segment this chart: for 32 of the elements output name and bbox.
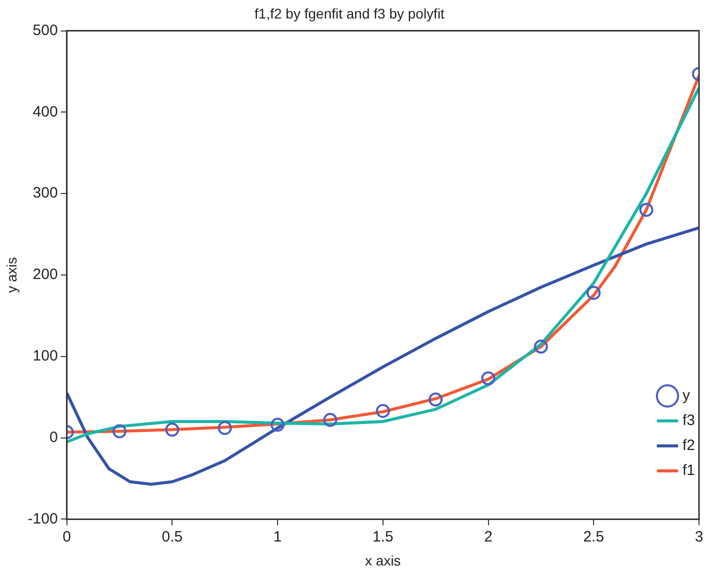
y-axis-title: y axis [3, 257, 20, 293]
point [218, 421, 232, 436]
point [112, 424, 127, 438]
x-tick-label: 2 [484, 528, 492, 546]
point [376, 404, 390, 418]
point [323, 412, 338, 427]
point [639, 202, 654, 217]
y-tick-label: 0 [49, 428, 58, 446]
x-tick-label: 3 [694, 528, 704, 546]
point [534, 340, 548, 354]
x-tick-label: 0.5 [162, 528, 183, 546]
legend-label: y [682, 387, 690, 404]
chart-title: f1,f2 by fgenfit and f3 by polyfit [254, 5, 445, 22]
x-axis-title: x axis [365, 552, 401, 568]
legend-label: f1 [682, 462, 696, 480]
point [481, 371, 496, 386]
point [165, 422, 180, 437]
point [428, 392, 443, 407]
point [586, 286, 601, 300]
y-tick-label: 100 [32, 348, 58, 365]
y-tick-label: 300 [32, 184, 58, 202]
y-tick-label: 400 [32, 103, 58, 120]
x-tick-label: 2.5 [583, 528, 604, 546]
x-tick-label: 1.5 [372, 528, 394, 546]
x-tick-label: 0 [62, 528, 71, 546]
point [270, 418, 285, 432]
y-tick-label: 200 [32, 266, 58, 284]
legend-label: f2 [682, 437, 696, 454]
y-tick-label: 500 [32, 22, 58, 39]
legend-label: f3 [682, 412, 696, 430]
y-tick-label: -100 [28, 510, 58, 528]
x-tick-label: 1 [273, 528, 282, 546]
